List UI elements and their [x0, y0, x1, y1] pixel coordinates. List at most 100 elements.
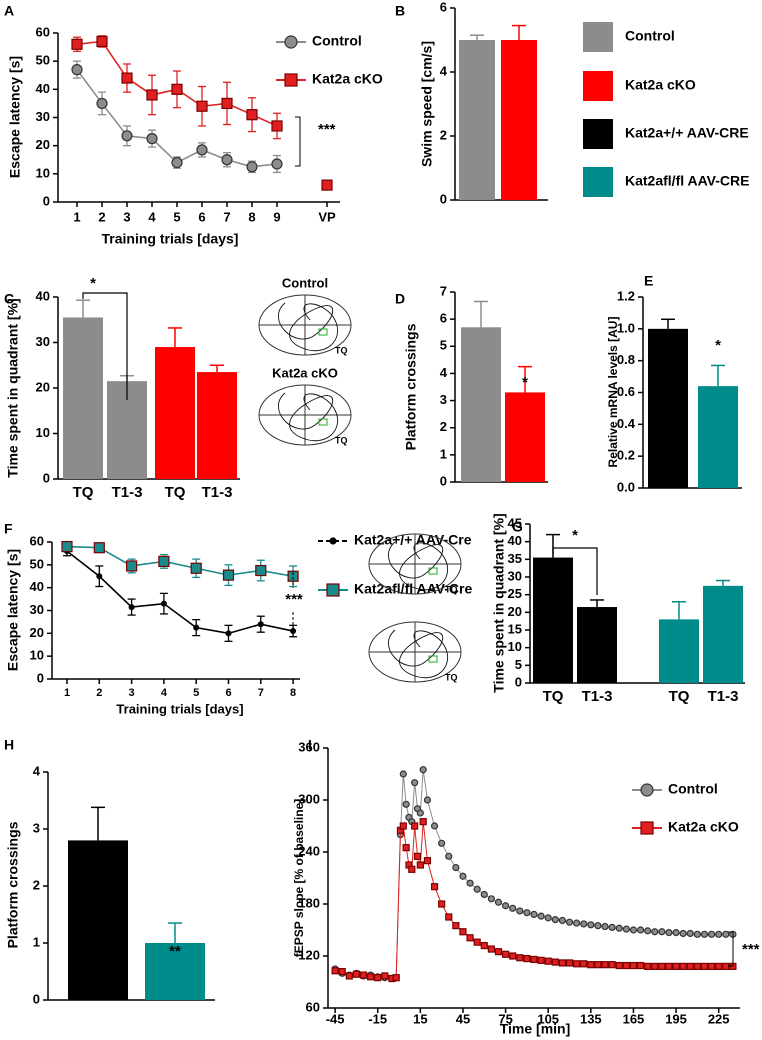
marker — [707, 962, 716, 971]
marker — [636, 926, 645, 934]
marker — [326, 583, 340, 597]
significance: ** — [169, 943, 181, 960]
panel-letter: D — [395, 291, 405, 307]
y-tick-label: 40 — [30, 579, 44, 594]
marker — [321, 179, 333, 191]
marker — [290, 628, 297, 635]
bar — [505, 392, 545, 482]
marker — [402, 800, 410, 808]
y-tick-label: 4 — [33, 763, 41, 778]
y-tick-label: 40 — [36, 288, 50, 303]
swim-path — [278, 392, 338, 442]
marker — [544, 957, 552, 965]
marker — [672, 962, 680, 971]
bracket — [295, 116, 301, 167]
panel-letter: C — [4, 291, 14, 307]
marker — [121, 72, 133, 84]
bar — [501, 40, 537, 200]
series-line — [335, 821, 733, 980]
marker — [494, 898, 503, 906]
track-label: TQ — [335, 435, 348, 445]
marker — [622, 925, 630, 933]
legend-label: Control — [312, 33, 362, 49]
marker — [665, 928, 673, 937]
marker — [225, 630, 232, 637]
bracket — [728, 931, 734, 967]
x-tick-label: 225 — [708, 1011, 730, 1026]
marker — [573, 960, 581, 968]
bar — [703, 585, 743, 683]
platform — [318, 328, 328, 336]
marker — [530, 910, 538, 919]
marker — [615, 961, 623, 970]
legend-label: Kat2a cKO — [312, 71, 383, 87]
y-axis-label: Relative mRNA levels [AU] — [606, 317, 620, 468]
marker — [693, 930, 701, 938]
marker — [672, 928, 680, 937]
marker — [413, 852, 422, 860]
y-tick-label: 3 — [440, 392, 447, 407]
x-tick-label: 9 — [273, 209, 280, 224]
y-tick-label: 6 — [440, 0, 447, 14]
marker — [411, 822, 419, 830]
marker — [693, 962, 701, 971]
marker — [715, 930, 723, 938]
y-tick-label: 60 — [306, 999, 320, 1014]
y-tick-label: 0 — [440, 473, 447, 488]
y-axis-label: fEPSP slope [% of baseline] — [292, 799, 306, 957]
marker — [715, 962, 723, 971]
y-tick-label: 0.8 — [617, 352, 635, 367]
y-tick-label: 5 — [440, 338, 447, 353]
y-tick-label: 1.0 — [617, 320, 635, 335]
bar — [577, 607, 617, 683]
marker — [636, 961, 645, 970]
marker — [430, 883, 439, 891]
legend-label: Kat2afl/fl AAV-Cre — [354, 581, 472, 597]
marker — [416, 861, 424, 869]
y-tick-label: 0.2 — [617, 448, 635, 463]
y-tick-label: 2 — [33, 877, 40, 892]
legend-swatch — [583, 167, 613, 197]
marker — [96, 35, 108, 48]
marker — [438, 839, 446, 847]
x-tick-label: TQ — [165, 484, 186, 501]
marker — [246, 161, 258, 173]
marker — [558, 916, 567, 925]
marker — [71, 38, 83, 50]
y-tick-label: 4 — [440, 63, 448, 78]
y-tick-label: 120 — [298, 947, 320, 962]
panel-letter: A — [4, 3, 14, 19]
panel-letter: I — [308, 737, 312, 753]
marker — [487, 945, 495, 953]
marker — [381, 972, 389, 980]
y-tick-label: 10 — [30, 648, 44, 663]
marker — [651, 962, 659, 971]
y-tick-label: 50 — [36, 53, 50, 68]
significance: *** — [742, 941, 760, 958]
bar — [698, 386, 738, 488]
marker — [608, 923, 616, 932]
marker — [329, 537, 337, 545]
legend-label: Kat2a+/+ AAV-Cre — [354, 532, 472, 548]
x-tick-label: 1 — [64, 687, 70, 699]
marker — [640, 783, 654, 797]
marker — [121, 130, 133, 142]
marker — [222, 569, 235, 581]
marker — [399, 822, 407, 830]
marker — [580, 920, 588, 928]
y-tick-label: 7 — [440, 283, 447, 298]
marker — [423, 857, 432, 865]
platform — [428, 567, 438, 575]
y-axis-label: Platform crossings — [403, 323, 419, 450]
y-axis-label: Escape latency [s] — [5, 549, 21, 671]
x-tick-label: 1 — [73, 209, 80, 224]
track-title: Kat2a cKO — [272, 365, 338, 380]
significance: * — [90, 275, 96, 292]
significance: *** — [318, 121, 336, 138]
x-tick-label: T1-3 — [708, 688, 739, 705]
y-tick-label: 60 — [36, 24, 50, 39]
marker — [644, 962, 652, 971]
marker — [473, 885, 481, 893]
marker — [551, 915, 559, 924]
y-tick-label: 60 — [30, 533, 44, 548]
